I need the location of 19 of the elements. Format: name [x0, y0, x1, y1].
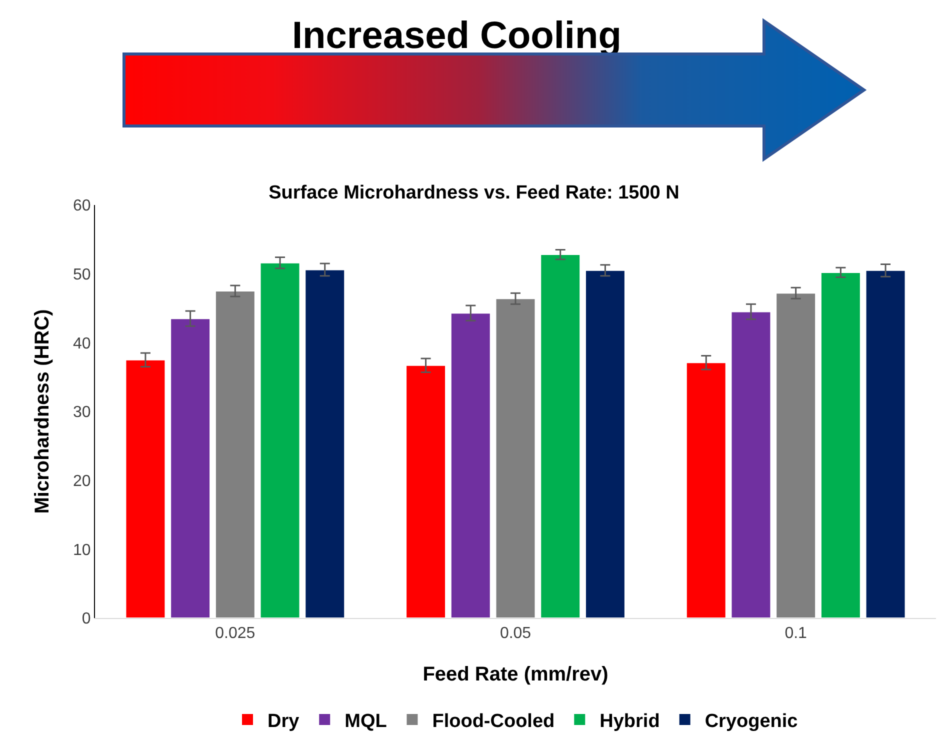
y-tick-label: 50 — [73, 266, 91, 284]
y-tick-label: 30 — [73, 404, 91, 422]
legend-label: Dry — [268, 710, 300, 732]
y-tick-label: 0 — [82, 610, 91, 628]
y-tick-label: 40 — [73, 335, 91, 352]
text: Increased Cooling — [292, 15, 622, 57]
y-tick-label: 60 — [73, 198, 91, 215]
y-tick-label: 20 — [73, 472, 91, 490]
legend-label: MQL — [344, 710, 388, 732]
legend-label: Flood-Cooled — [432, 710, 555, 732]
x-tick-label: 0.05 — [500, 625, 532, 642]
y-axis-title: Microhardness (HRC) — [32, 309, 54, 514]
x-axis-title: Feed Rate (mm/rev) — [422, 664, 608, 686]
x-tick-label: 0.1 — [784, 625, 808, 642]
y-tick-label: 10 — [73, 542, 91, 559]
x-tick-label: 0.025 — [215, 625, 256, 642]
legend-label: Hybrid — [600, 710, 660, 732]
legend-label: Cryogenic — [704, 710, 798, 732]
chart-title: Surface Microhardness vs. Feed Rate: 1500 N — [268, 182, 680, 204]
